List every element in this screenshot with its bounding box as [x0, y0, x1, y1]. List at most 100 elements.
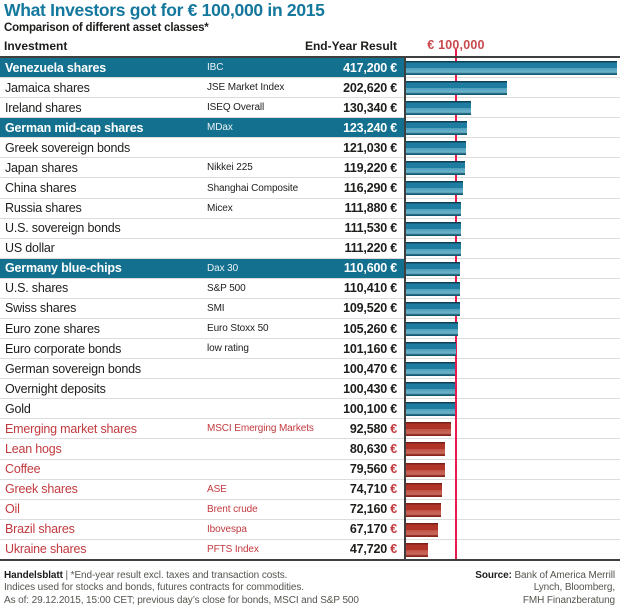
bar-zone: [404, 460, 620, 479]
table-row: US dollar 111,220 €: [0, 239, 620, 259]
value-number: 121,030: [343, 140, 391, 155]
euro-sign: €: [390, 80, 397, 95]
asset-name: Emerging market shares: [5, 421, 137, 436]
bar-zone: [404, 138, 620, 157]
table-row: Ireland shares ISEQ Overall 130,340 €: [0, 98, 620, 119]
value-number: 67,170: [349, 522, 391, 537]
row-left: US dollar 111,220 €: [0, 239, 404, 258]
chart-top-border: [0, 56, 620, 58]
end-year-value: 101,160 €: [327, 342, 404, 356]
asset-name: Brazil shares: [5, 522, 75, 537]
asset-name: Venezuela shares: [5, 60, 107, 75]
end-year-value: 130,340 €: [327, 101, 404, 115]
asset-name: Swiss shares: [5, 301, 77, 316]
row-left: German sovereign bonds 100,470 €: [0, 359, 404, 378]
end-year-value: 47,720 €: [327, 542, 404, 556]
end-year-value: 417,200 €: [327, 61, 404, 75]
table-row: U.S. shares S&P 500 110,410 €: [0, 279, 620, 299]
asset-name: Oil: [5, 502, 20, 517]
euro-sign: €: [390, 341, 397, 356]
footnote-block: Handelsblatt | *End-year result excl. ta…: [4, 570, 444, 607]
table-row: Greek shares ASE 74,710 €: [0, 480, 620, 500]
table-row: Coffee 79,560 €: [0, 460, 620, 480]
asset-name: German sovereign bonds: [5, 361, 141, 376]
source-label: Source:: [475, 570, 512, 581]
column-header-investment: Investment: [4, 39, 68, 53]
bar-zone: [404, 520, 620, 539]
row-left: Venezuela shares IBC 417,200 €: [0, 58, 404, 78]
row-left: Brazil shares Ibovespa 67,170 €: [0, 520, 404, 539]
index-name: Nikkei 225: [207, 162, 253, 174]
end-year-value: 92,580 €: [327, 422, 404, 436]
bar-zone: [404, 259, 620, 278]
table-row: Euro corporate bonds low rating 101,160 €: [0, 339, 620, 360]
value-bar: [404, 422, 452, 437]
table-row: China shares Shanghai Composite 116,290 €: [0, 178, 620, 199]
end-year-value: 72,160 €: [327, 502, 404, 516]
asset-name: Lean hogs: [5, 442, 62, 457]
footnote-line-1: Handelsblatt | *End-year result excl. ta…: [4, 570, 288, 581]
index-name: ISEQ Overall: [207, 102, 265, 114]
row-left: Gold 100,100 €: [0, 399, 404, 418]
value-bar: [404, 342, 456, 357]
value-bar: [404, 522, 439, 537]
chart-baseline-axis: [404, 56, 406, 561]
value-number: 47,720: [349, 542, 391, 557]
row-left: U.S. shares S&P 500 110,410 €: [0, 279, 404, 298]
row-left: Ukraine shares PFTS Index 47,720 €: [0, 540, 404, 559]
bar-zone: [404, 239, 620, 258]
asset-name: Japan shares: [5, 160, 78, 175]
value-bar: [404, 101, 471, 116]
chart-bottom-border: [0, 559, 620, 561]
euro-sign: €: [390, 542, 397, 557]
table-row: Venezuela shares IBC 417,200 €: [0, 58, 620, 79]
end-year-value: 67,170 €: [327, 522, 404, 536]
bar-zone: [404, 98, 620, 117]
value-bar: [404, 281, 461, 296]
euro-sign: €: [390, 381, 397, 396]
source-line-3: FMH Finanzberatung: [522, 594, 615, 606]
index-name: ASE: [207, 483, 227, 495]
value-number: 101,160: [343, 341, 391, 356]
source-line-1: Source: Bank of America Merrill: [475, 570, 615, 581]
table-row: Euro zone shares Euro Stoxx 50 105,260 €: [0, 319, 620, 340]
euro-sign: €: [390, 201, 397, 216]
chart-rows: Venezuela shares IBC 417,200 € Jamaica shar…: [0, 58, 620, 559]
row-left: Overnight deposits 100,430 €: [0, 379, 404, 398]
table-row: Germany blue-chips Dax 30 110,600 €: [0, 258, 620, 279]
euro-sign: €: [390, 361, 397, 376]
index-name: JSE Market Index: [207, 82, 285, 94]
end-year-value: 79,560 €: [327, 462, 404, 476]
end-year-value: 111,220 €: [327, 241, 404, 255]
index-name: Dax 30: [207, 262, 239, 274]
row-left: Lean hogs 80,630 €: [0, 439, 404, 458]
index-name: Shanghai Composite: [207, 182, 299, 194]
asset-name: Greek sovereign bonds: [5, 140, 131, 155]
value-bar: [404, 502, 441, 517]
row-left: Emerging market shares MSCI Emerging Mark…: [0, 419, 404, 438]
index-name: Micex: [207, 202, 233, 214]
value-number: 110,600: [343, 261, 391, 276]
table-row: Jamaica shares JSE Market Index 202,620 €: [0, 78, 620, 99]
row-left: Swiss shares SMI 109,520 €: [0, 299, 404, 318]
value-number: 202,620: [343, 80, 391, 95]
source-line-2: Lynch, Bloomberg,: [533, 582, 615, 594]
value-number: 100,100: [343, 401, 391, 416]
value-bar: [404, 121, 467, 136]
asset-name: Germany blue-chips: [5, 261, 122, 276]
row-left: Greek shares ASE 74,710 €: [0, 480, 404, 499]
index-name: Euro Stoxx 50: [207, 323, 269, 335]
end-year-value: 110,600 €: [327, 261, 404, 275]
value-number: 111,530: [344, 221, 391, 236]
euro-sign: €: [390, 181, 397, 195]
table-row: Russia shares Micex 111,880 €: [0, 199, 620, 219]
table-row: Ukraine shares PFTS Index 47,720 €: [0, 540, 620, 559]
footnote-line-2: Indices used for stocks and bonds, futur…: [4, 582, 304, 594]
bar-zone: [404, 480, 620, 499]
value-number: 119,220: [343, 160, 391, 175]
end-year-value: 123,240 €: [327, 121, 404, 135]
value-bar: [404, 261, 461, 276]
asset-name: Ukraine shares: [5, 542, 87, 557]
